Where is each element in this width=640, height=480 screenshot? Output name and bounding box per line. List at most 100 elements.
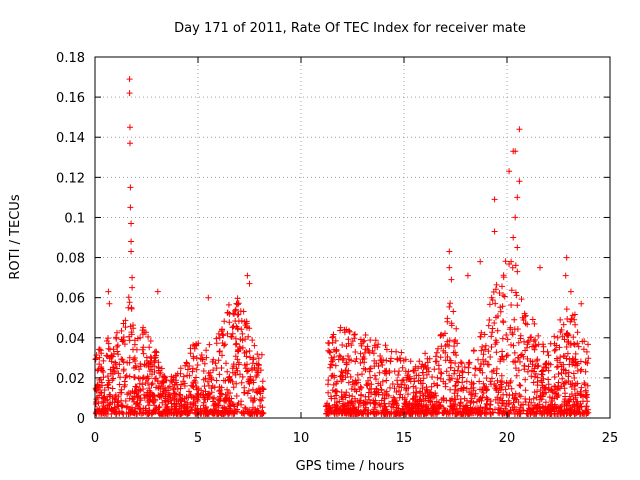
data-point bbox=[493, 281, 500, 288]
data-point bbox=[234, 406, 241, 413]
data-point bbox=[401, 396, 408, 403]
data-point bbox=[446, 248, 453, 255]
data-point bbox=[379, 378, 386, 385]
data-point bbox=[417, 388, 424, 395]
data-point bbox=[555, 392, 562, 399]
data-point bbox=[201, 360, 208, 367]
data-point bbox=[517, 382, 524, 389]
data-point bbox=[146, 385, 153, 392]
data-point bbox=[540, 343, 547, 350]
data-point bbox=[545, 386, 552, 393]
data-point bbox=[183, 359, 190, 366]
data-point bbox=[461, 364, 468, 371]
data-point bbox=[577, 388, 584, 395]
y-tick-label: 0.04 bbox=[56, 332, 85, 347]
data-point bbox=[431, 380, 437, 387]
data-point bbox=[578, 384, 585, 391]
data-point bbox=[238, 379, 245, 386]
data-point bbox=[249, 386, 256, 393]
data-point bbox=[481, 331, 488, 338]
data-point bbox=[482, 346, 488, 353]
data-point bbox=[218, 328, 225, 335]
data-point bbox=[250, 398, 256, 405]
data-point bbox=[561, 398, 568, 405]
data-point bbox=[451, 338, 458, 345]
data-point bbox=[496, 396, 503, 403]
data-point bbox=[443, 368, 450, 375]
data-point bbox=[114, 329, 120, 336]
data-point bbox=[444, 353, 451, 360]
data-point bbox=[569, 380, 576, 387]
data-point bbox=[570, 340, 577, 347]
data-point bbox=[120, 337, 127, 344]
data-point bbox=[372, 337, 379, 344]
data-point bbox=[583, 348, 590, 355]
data-point bbox=[377, 382, 384, 389]
data-point bbox=[226, 401, 233, 408]
data-point bbox=[224, 386, 231, 393]
data-point bbox=[230, 323, 237, 330]
data-point bbox=[355, 404, 362, 410]
data-point bbox=[510, 407, 517, 414]
data-point bbox=[514, 302, 521, 309]
data-point bbox=[452, 396, 459, 403]
data-point bbox=[193, 366, 200, 373]
data-point bbox=[514, 410, 521, 417]
data-point bbox=[572, 350, 579, 357]
data-point bbox=[154, 378, 161, 385]
data-point bbox=[339, 342, 346, 348]
data-point bbox=[361, 337, 368, 344]
data-point bbox=[110, 367, 116, 374]
x-tick-label: 5 bbox=[194, 431, 202, 446]
data-point bbox=[448, 276, 455, 283]
data-point bbox=[372, 344, 378, 351]
data-point bbox=[187, 391, 194, 398]
data-point bbox=[560, 381, 567, 387]
data-point bbox=[416, 358, 423, 365]
data-point bbox=[345, 379, 352, 386]
data-point bbox=[129, 406, 135, 413]
data-point bbox=[347, 373, 354, 380]
data-point bbox=[575, 343, 582, 350]
data-point bbox=[363, 381, 370, 388]
data-point bbox=[144, 373, 151, 380]
data-point bbox=[334, 378, 341, 385]
data-point bbox=[485, 361, 492, 368]
data-point bbox=[423, 401, 430, 408]
data-point bbox=[210, 367, 217, 374]
data-point bbox=[115, 370, 122, 377]
data-point bbox=[440, 347, 447, 354]
data-point bbox=[234, 367, 241, 374]
data-point bbox=[497, 308, 504, 315]
data-point bbox=[330, 333, 337, 340]
data-point bbox=[537, 392, 544, 399]
data-point bbox=[491, 228, 498, 235]
x-tick-label: 20 bbox=[499, 431, 516, 446]
data-point bbox=[139, 346, 146, 353]
data-point bbox=[348, 357, 355, 364]
data-point bbox=[229, 324, 236, 331]
data-point bbox=[353, 388, 360, 395]
data-point bbox=[233, 380, 240, 387]
data-point bbox=[259, 394, 266, 401]
data-point bbox=[509, 331, 516, 338]
data-point bbox=[361, 400, 368, 407]
data-point bbox=[334, 405, 341, 412]
data-point bbox=[444, 338, 451, 345]
data-point bbox=[419, 369, 426, 376]
data-point bbox=[399, 377, 406, 384]
data-point bbox=[395, 372, 402, 378]
data-point bbox=[456, 402, 463, 409]
data-point bbox=[532, 336, 539, 343]
data-point bbox=[364, 382, 371, 389]
data-point bbox=[397, 391, 404, 398]
data-point bbox=[148, 381, 155, 388]
data-point bbox=[244, 368, 250, 375]
data-point bbox=[479, 369, 486, 376]
data-point bbox=[352, 358, 359, 365]
data-point bbox=[118, 402, 125, 409]
data-point bbox=[177, 365, 184, 372]
data-point bbox=[491, 320, 498, 326]
data-point bbox=[215, 396, 221, 403]
